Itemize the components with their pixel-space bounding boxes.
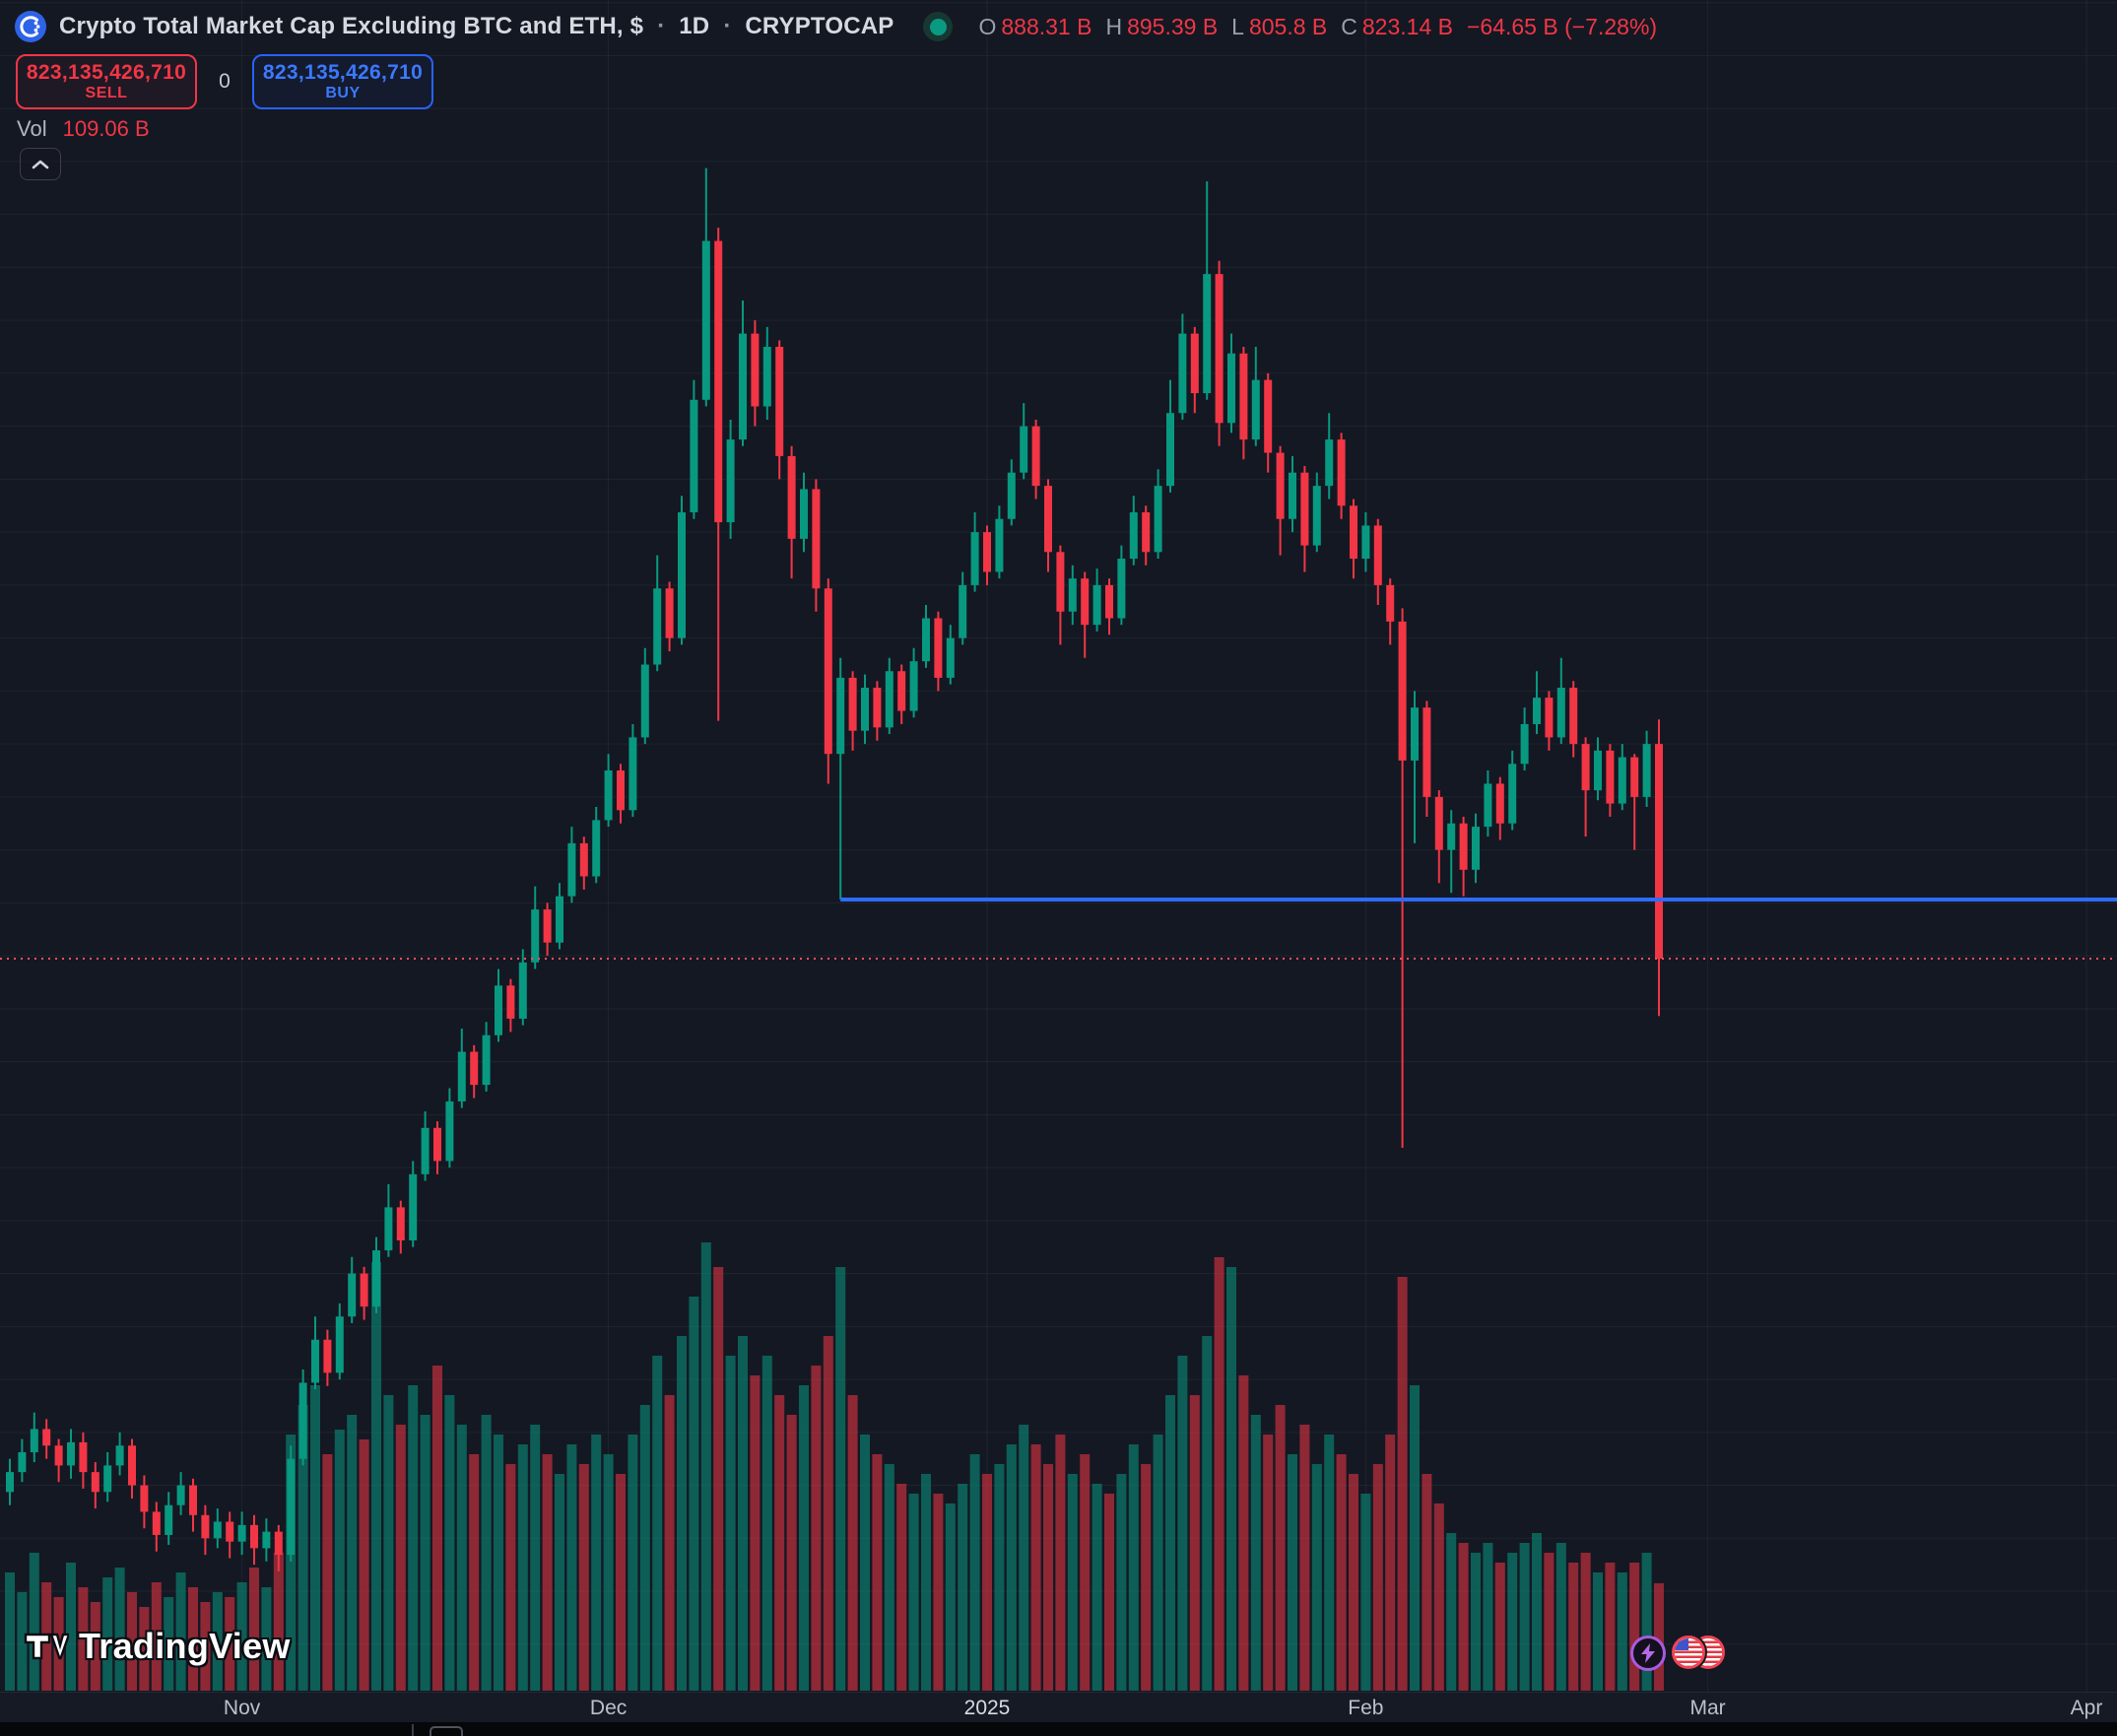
go-to-date-icon[interactable]: [430, 1726, 463, 1736]
bottom-right-icons: [1630, 1636, 1729, 1673]
sell-price: 823,135,426,710: [26, 61, 187, 85]
buy-label: BUY: [325, 84, 361, 101]
instant-order-toggle[interactable]: [1630, 1636, 1666, 1671]
time-axis-label: Apr: [2070, 1697, 2103, 1719]
bottom-toolbar-strip: [0, 1722, 2117, 1736]
buy-price: 823,135,426,710: [262, 61, 424, 85]
low-label: L: [1231, 13, 1244, 39]
exchange-label[interactable]: CRYPTOCAP: [745, 13, 894, 39]
time-axis-label: Nov: [223, 1697, 261, 1719]
symbol-header: Crypto Total Market Cap Excluding BTC an…: [14, 10, 1657, 43]
cryptocap-logo-icon[interactable]: [14, 10, 47, 43]
tradingview-brand-text: TradingView: [79, 1626, 291, 1666]
close-label: C: [1341, 13, 1357, 39]
volume-legend: Vol 109.06 B: [17, 116, 150, 142]
interval-label[interactable]: 1D: [679, 13, 710, 39]
buy-button[interactable]: 823,135,426,710 BUY: [252, 54, 433, 109]
lightning-bolt-icon: [1640, 1643, 1655, 1663]
trade-panel: 823,135,426,710 SELL 0 823,135,426,710 B…: [16, 54, 433, 109]
separator-dot: ·: [723, 13, 732, 39]
separator-dot: ·: [657, 13, 666, 39]
chevron-up-icon: [32, 160, 49, 168]
open-label: O: [978, 13, 997, 39]
collapse-legend-button[interactable]: [20, 148, 61, 180]
time-axis[interactable]: Nov Dec 2025 Feb Mar Apr: [0, 1692, 2117, 1723]
ohlc-values: O 888.31 B H 895.39 B L 805.8 B C 823.14…: [978, 14, 1657, 40]
vol-value: 109.06 B: [62, 116, 150, 141]
spread-value: 0: [219, 70, 231, 93]
sell-button[interactable]: 823,135,426,710 SELL: [16, 54, 197, 109]
time-axis-label: Feb: [1348, 1697, 1384, 1719]
time-axis-label: 2025: [963, 1697, 1011, 1719]
high-value: 895.39 B: [1127, 13, 1219, 39]
tradingview-logo[interactable]: TradingView: [24, 1626, 291, 1667]
tradingview-mark-icon: [24, 1633, 69, 1660]
vol-label: Vol: [17, 116, 47, 141]
time-axis-label: Mar: [1689, 1697, 1726, 1719]
close-value: 823.14 B: [1361, 13, 1453, 39]
chart-canvas[interactable]: [0, 0, 2117, 1692]
open-value: 888.31 B: [1001, 13, 1092, 39]
low-value: 805.8 B: [1248, 13, 1328, 39]
high-label: H: [1105, 13, 1123, 39]
sell-label: SELL: [85, 84, 128, 101]
symbol-title[interactable]: Crypto Total Market Cap Excluding BTC an…: [59, 13, 644, 39]
market-status-icon[interactable]: [923, 12, 954, 41]
toolbar-separator: [412, 1724, 414, 1736]
change-value: −64.65 B (−7.28%): [1466, 13, 1658, 39]
us-flag-icon[interactable]: [1672, 1636, 1705, 1669]
time-axis-label: Dec: [589, 1697, 628, 1719]
